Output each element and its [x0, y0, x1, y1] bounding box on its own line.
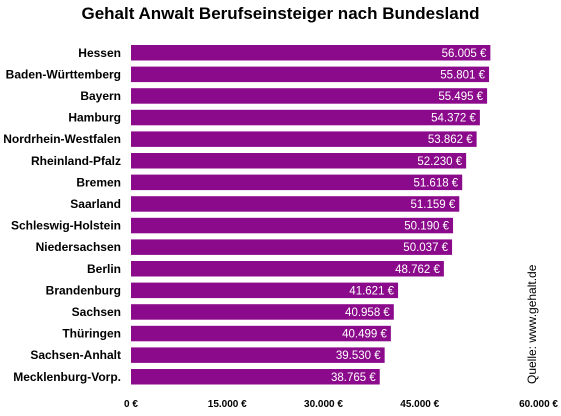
- category-label: Nordrhein-Westfalen: [3, 132, 121, 146]
- category-label: Baden-Württemberg: [6, 67, 121, 81]
- bar: [131, 369, 380, 385]
- bar: [131, 88, 488, 104]
- x-axis-ticks: 0 € 15.000 € 30.000 € 45.000 € 60.000 €: [124, 399, 558, 410]
- value-label: 52.230 €: [417, 156, 462, 168]
- chart-title: Gehalt Anwalt Berufseinsteiger nach Bund…: [81, 4, 480, 23]
- bar: [131, 131, 477, 147]
- value-label: 55.495 €: [438, 91, 483, 103]
- value-label: 40.958 €: [345, 307, 390, 319]
- value-label: 41.621 €: [349, 285, 394, 297]
- value-label: 39.530 €: [336, 350, 381, 362]
- category-label: Hessen: [78, 46, 121, 60]
- bar: [131, 347, 385, 363]
- bar: [131, 66, 490, 83]
- source-note: Quelle: www.gehalt.de: [525, 264, 539, 384]
- bar: [131, 196, 460, 212]
- value-label: 51.618 €: [413, 177, 458, 189]
- bars-group: Hessen 56.005 € Baden-Württemberg 55.801 € B…: [3, 45, 491, 385]
- bar: [131, 217, 454, 234]
- x-tick-label: 60.000 €: [519, 399, 558, 410]
- value-label: 51.159 €: [411, 199, 456, 211]
- value-label: 56.005 €: [442, 48, 487, 60]
- category-label: Mecklenburg-Vorp.: [13, 370, 121, 384]
- value-label: 54.372 €: [431, 113, 476, 125]
- category-label: Sachsen: [72, 305, 121, 319]
- category-label: Niedersachsen: [36, 240, 121, 254]
- bar: [131, 304, 394, 320]
- x-tick-label: 45.000 €: [400, 399, 439, 410]
- category-label: Rheinland-Pfalz: [31, 154, 121, 168]
- category-label: Brandenburg: [46, 283, 121, 297]
- category-label: Saarland: [70, 197, 121, 211]
- category-label: Hamburg: [68, 111, 121, 125]
- category-label: Sachsen-Anhalt: [30, 348, 121, 362]
- bar: [131, 261, 444, 277]
- value-label: 55.801 €: [440, 69, 485, 81]
- bar: [131, 325, 391, 342]
- value-label: 48.762 €: [395, 264, 440, 276]
- x-tick-label: 0 €: [124, 399, 138, 410]
- x-tick-label: 30.000 €: [304, 399, 343, 410]
- value-label: 50.190 €: [404, 221, 449, 233]
- bar: [131, 45, 491, 61]
- bar: [131, 174, 463, 191]
- value-label: 50.037 €: [403, 242, 448, 254]
- bar: [131, 109, 480, 126]
- value-label: 38.765 €: [331, 372, 376, 384]
- category-label: Bayern: [80, 89, 121, 103]
- value-label: 53.862 €: [428, 134, 473, 146]
- bar: [131, 153, 467, 169]
- value-label: 40.499 €: [342, 329, 387, 341]
- category-label: Berlin: [87, 262, 121, 276]
- category-label: Schleswig-Holstein: [11, 219, 121, 233]
- x-tick-label: 15.000 €: [208, 399, 247, 410]
- bar: [131, 239, 453, 255]
- category-label: Thüringen: [62, 327, 121, 341]
- bar: [131, 282, 399, 299]
- category-label: Bremen: [76, 175, 121, 189]
